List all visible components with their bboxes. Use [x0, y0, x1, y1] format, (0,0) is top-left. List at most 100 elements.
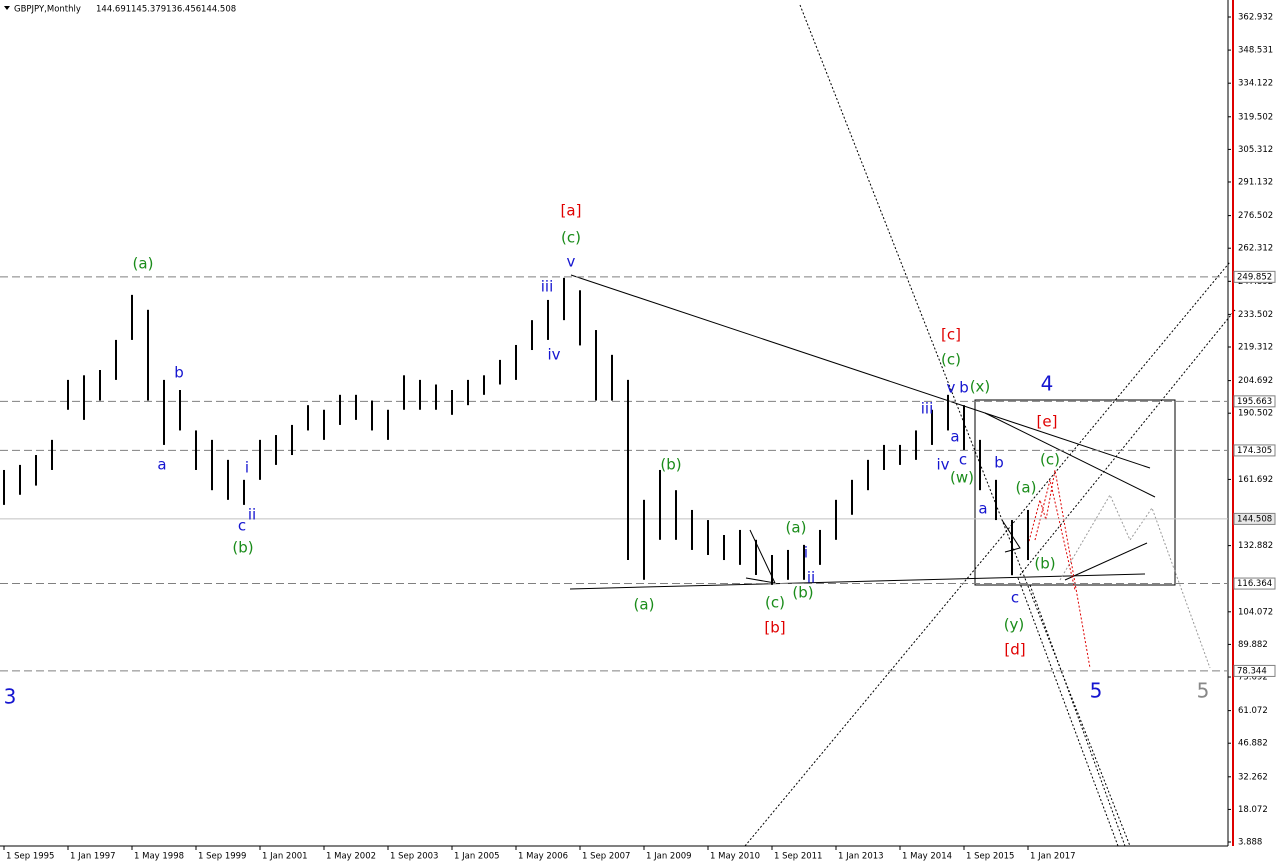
wave-label: a: [157, 456, 166, 474]
y-tick-label: 262.312: [1238, 244, 1273, 254]
wave-label: [a]: [561, 202, 582, 220]
projection: [1034, 479, 1076, 591]
y-tick-label: 61.072: [1238, 706, 1268, 716]
dotted-line: [744, 261, 1231, 847]
y-tick-label: 46.882: [1238, 739, 1268, 749]
wave-label: i: [804, 544, 808, 562]
projection: [1027, 469, 1091, 669]
x-tick-label: 1 Sep 2011: [774, 852, 822, 862]
wave-label: (b): [1034, 555, 1055, 573]
wave-label: 5: [1197, 679, 1210, 703]
y-tick-label: 18.072: [1238, 805, 1268, 815]
wave-label: (c): [1040, 451, 1060, 469]
y-tick-label: 32.262: [1238, 772, 1268, 782]
wave-label: (b): [232, 539, 253, 557]
trend-line: [1001, 519, 1021, 553]
wave-label: c: [238, 517, 246, 535]
wave-label: [b]: [764, 619, 785, 637]
wave-label: a: [950, 428, 959, 446]
x-tick-label: 1 Sep 2003: [390, 852, 438, 862]
y-tick-label: 334.122: [1238, 79, 1273, 89]
y-tick-label: 104.072: [1238, 607, 1273, 617]
wave-label: 5: [1090, 679, 1103, 703]
wave-label: iv: [547, 346, 560, 364]
wave-label: v: [567, 253, 576, 271]
wave-label: (a): [133, 255, 154, 273]
box: [974, 399, 1176, 586]
x-tick-label: 1 Jan 2001: [262, 852, 308, 862]
wave-label: (w): [950, 469, 974, 487]
wave-label: c: [1011, 589, 1019, 607]
x-tick-label: 1 May 2006: [518, 852, 568, 862]
ohlc-value: 144.691: [96, 5, 131, 15]
x-tick-label: 1 Jan 2005: [454, 852, 500, 862]
y-tick-label: 276.502: [1238, 211, 1273, 221]
wave-label: (b): [792, 584, 813, 602]
x-tick-label: 1 Sep 2015: [966, 852, 1014, 862]
x-tick-label: 1 Sep 1999: [198, 852, 246, 862]
wave-label: b: [174, 364, 184, 382]
x-tick-label: 1 Jan 2009: [646, 852, 692, 862]
wave-label: iv: [936, 456, 949, 474]
y-tick-label: 132.882: [1238, 541, 1273, 551]
wave-label: ii: [807, 569, 815, 587]
dotted-line: [799, 4, 1131, 847]
ohlc-value: 136.456: [166, 5, 201, 15]
level-label-box: [1233, 444, 1276, 457]
wave-label: [c]: [941, 326, 961, 344]
y-tick-label: 204.692: [1238, 376, 1273, 386]
level-label-box: [1233, 577, 1276, 590]
trend-line: [745, 529, 776, 584]
y-tick-label: 305.312: [1238, 145, 1273, 155]
x-tick-label: 1 May 2014: [902, 852, 952, 862]
wave-label: [d]: [1004, 641, 1025, 659]
y-tick-label: 89.882: [1238, 640, 1268, 650]
wave-label: a: [978, 500, 987, 518]
level-label: 144.508: [1237, 514, 1272, 524]
wave-label: (x): [970, 378, 991, 396]
wave-label: (c): [941, 351, 961, 369]
wave-label: (y): [1004, 616, 1025, 634]
wave-label: (a): [634, 596, 655, 614]
y-tick-label: 161.692: [1238, 475, 1273, 485]
drawings: [569, 4, 1236, 847]
x-tick-label: 1 Jan 2013: [838, 852, 884, 862]
level-label-box: [1233, 512, 1276, 525]
wave-label: iii: [541, 278, 554, 296]
y-tick-label: 219.312: [1238, 343, 1273, 353]
y-tick-label: 233.502: [1238, 310, 1273, 320]
menu-arrow: [4, 6, 10, 10]
x-tick-label: 1 May 1998: [134, 852, 184, 862]
level-label-box: [1233, 395, 1276, 408]
dotted-line: [1019, 309, 1236, 576]
level-label: 78.344: [1237, 666, 1267, 676]
level-label: 116.364: [1237, 579, 1272, 589]
x-tick-label: 1 May 2002: [326, 852, 376, 862]
wave-label: (c): [765, 594, 785, 612]
wave-label: (c): [561, 229, 581, 247]
y-tick-label: 291.132: [1238, 177, 1273, 187]
y-tick-label: 348.531: [1238, 46, 1273, 56]
wave-label: 3: [4, 685, 17, 709]
y-tick-label: 3.888: [1238, 838, 1262, 848]
level-label-box: [1233, 664, 1276, 677]
x-tick-label: 1 Jan 2017: [1030, 852, 1076, 862]
level-label: 195.663: [1237, 397, 1272, 407]
y-tick-label: 190.502: [1238, 409, 1273, 419]
wave-label: b: [994, 454, 1004, 472]
wave-label: (a): [786, 519, 807, 537]
wave-label: i: [245, 459, 249, 477]
ohlc-value: 145.379: [131, 5, 166, 15]
ohlc-value: 144.508: [201, 5, 236, 15]
y-tick-label: 362.932: [1238, 12, 1273, 22]
wave-label: b: [959, 379, 969, 397]
x-tick-label: 1 Sep 1995: [6, 852, 54, 862]
projection: [1059, 493, 1211, 669]
x-tick-label: 1 May 2010: [710, 852, 760, 862]
wave-label: iii: [921, 400, 934, 418]
trend-line: [570, 274, 1151, 469]
wave-label: 4: [1041, 372, 1054, 396]
x-tick-label: 1 Jan 1997: [70, 852, 116, 862]
